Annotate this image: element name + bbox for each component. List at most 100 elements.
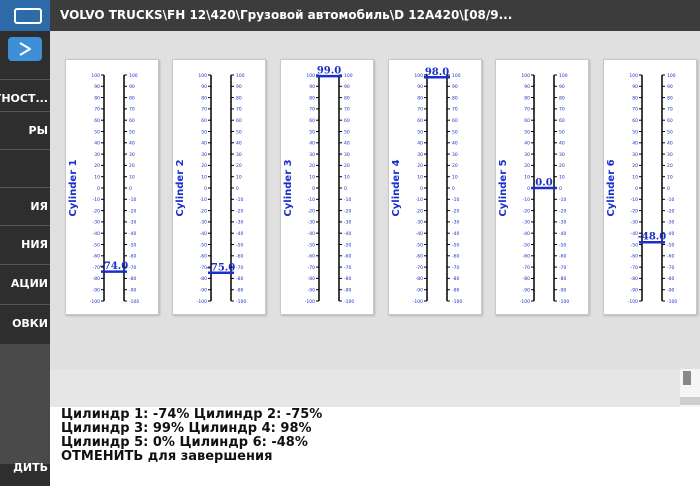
scale-tick-label: 100 [344, 73, 353, 79]
scale-tick-label: -80 [129, 276, 136, 282]
play-button[interactable] [8, 37, 42, 61]
scale-tick-label: 100 [198, 73, 207, 79]
cylinder-name: Cylinder 1 [68, 159, 79, 216]
value-label: 99.0 [317, 66, 341, 77]
scale-tick-label: 40 [344, 141, 350, 147]
scale-tick-label: -70 [631, 265, 638, 271]
scale-tick-label: -70 [308, 265, 315, 271]
sidebar-item-6[interactable]: ОВКИ [0, 304, 50, 343]
scale-tick-label: 20 [632, 163, 638, 169]
scale-tick-label: 30 [94, 152, 100, 158]
scale-tick-label: -70 [416, 265, 423, 271]
scale-tick-label: -80 [416, 276, 423, 282]
scale-tick-label: 50 [667, 129, 673, 135]
scale-tick-label: -50 [416, 242, 423, 248]
scale-tick-label: 40 [94, 141, 100, 147]
scale-tick-label: 60 [129, 118, 135, 124]
scale-tick-label: -30 [631, 220, 638, 226]
cylinder-name: Cylinder 6 [606, 159, 617, 216]
scale-tick-label: -70 [93, 265, 100, 271]
sidebar-item-parameters[interactable]: РЫ [0, 111, 50, 150]
scale-tick-label: -100 [305, 299, 315, 305]
scale-tick-label: -80 [200, 276, 207, 282]
scale-tick-label: -40 [452, 231, 459, 237]
scale-tick-label: 30 [559, 152, 565, 158]
scale-tick-label: 20 [559, 163, 565, 169]
scale-tick-label: 90 [632, 84, 638, 90]
scale-tick-label: 50 [559, 129, 565, 135]
scale-tick-label: -70 [667, 265, 674, 271]
scale-tick-label: -40 [416, 231, 423, 237]
sidebar-item-4[interactable]: НИЯ [0, 225, 50, 264]
scale-tick-label: -10 [200, 197, 207, 203]
scale-tick-label: 50 [201, 129, 207, 135]
scale-tick-label: 90 [667, 84, 673, 90]
scale-tick-label: 80 [201, 95, 207, 101]
sidebar-item-5[interactable]: АЦИИ [0, 264, 50, 303]
scale-tick-label: -70 [200, 265, 207, 271]
scale-tick-label: -40 [523, 231, 530, 237]
scale-tick-label: 70 [236, 107, 242, 113]
scale-tick-label: -10 [631, 197, 638, 203]
scale-tick-label: -100 [197, 299, 207, 305]
scale-tick-label: -10 [344, 197, 351, 203]
scale-tick-label: -40 [667, 231, 674, 237]
scale-tick-label: 80 [632, 95, 638, 101]
scrollbar-thumb[interactable] [683, 371, 691, 385]
sidebar-item-diagnostics[interactable]: АГНОСТ... [0, 79, 50, 118]
scale-tick-label: 80 [94, 95, 100, 101]
value-label: 98.0 [425, 67, 449, 78]
scale-tick-label: 100 [629, 73, 638, 79]
scale-tick-label: 40 [632, 141, 638, 147]
scale-tick-label: -20 [308, 208, 315, 214]
scale-tick-label: 50 [344, 129, 350, 135]
scale-tick-label: -10 [667, 197, 674, 203]
scale-tick-label: 70 [344, 107, 350, 113]
scale-tick-label: 20 [524, 163, 530, 169]
scale-tick-label: 80 [236, 95, 242, 101]
scale-tick-label: -50 [452, 242, 459, 248]
scale-tick-label: 0 [667, 186, 670, 192]
sidebar-item-label: РЫ [28, 124, 48, 137]
scale-tick-label: 100 [91, 73, 100, 79]
scroll-down-arrow[interactable] [680, 397, 700, 405]
scale-tick-label: 10 [524, 175, 530, 181]
scale-tick-label: -100 [344, 299, 354, 305]
scale-tick-label: 60 [94, 118, 100, 124]
scale-tick-label: 70 [632, 107, 638, 113]
scale-tick-label: -50 [308, 242, 315, 248]
scale-tick-label: 20 [309, 163, 315, 169]
scale-tick-label: 30 [524, 152, 530, 158]
app-logo-icon [0, 0, 50, 31]
scale-tick-label: -90 [667, 288, 674, 294]
scale-tick-label: -30 [416, 220, 423, 226]
scale-tick-label: -20 [93, 208, 100, 214]
sidebar-item-label: АЦИИ [10, 277, 48, 290]
sidebar-item-3[interactable]: ИЯ [0, 187, 50, 226]
scale-tick-label: -10 [416, 197, 423, 203]
message-panel: Цилиндр 1: -74% Цилиндр 2: -75% Цилиндр … [50, 407, 700, 486]
scale-tick-label: -50 [236, 242, 243, 248]
scale-tick-label: -40 [236, 231, 243, 237]
sidebar-item-label: НИЯ [21, 238, 48, 251]
gauge-cylinder-5: 100 100 90 90 80 80 70 70 60 60 50 50 40 40 30 30 20 20 10… [495, 59, 589, 315]
scale-tick-label: 0 [204, 186, 207, 192]
sidebar-item-blank[interactable] [0, 149, 50, 187]
scale-tick-label: 50 [524, 129, 530, 135]
scale-tick-label: 10 [344, 175, 350, 181]
scale-tick-label: -60 [308, 254, 315, 260]
scale-tick-label: 10 [632, 175, 638, 181]
scale-tick-label: 100 [667, 73, 676, 79]
scale-tick-label: 70 [524, 107, 530, 113]
sidebar-item-label: ИЯ [30, 200, 48, 213]
cylinder-name: Cylinder 4 [391, 159, 402, 216]
scale-tick-label: 70 [667, 107, 673, 113]
scale-tick-label: 90 [417, 84, 423, 90]
exit-button[interactable]: ДИТЬ [0, 451, 50, 486]
scale-tick-label: 90 [201, 84, 207, 90]
scale-tick-label: 40 [417, 141, 423, 147]
scale-tick-label: 70 [417, 107, 423, 113]
scale-tick-label: -10 [129, 197, 136, 203]
